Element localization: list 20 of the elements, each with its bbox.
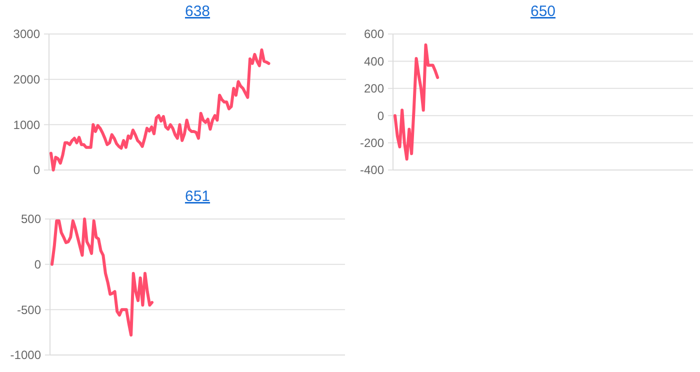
y-tick-label: 600 bbox=[364, 27, 384, 42]
line-series bbox=[394, 43, 440, 161]
chart-title: 651 bbox=[184, 188, 210, 205]
y-tick-label: -400 bbox=[360, 163, 384, 178]
y-tick-label: -200 bbox=[360, 136, 384, 150]
y-tick-label: 200 bbox=[364, 82, 384, 96]
y-tick-label: 0 bbox=[377, 108, 384, 123]
y-tick-label: 0 bbox=[33, 163, 40, 178]
y-tick-label: 400 bbox=[364, 54, 384, 68]
y-tick-label: 3000 bbox=[13, 27, 40, 42]
line-series bbox=[50, 48, 270, 172]
y-tick-label: -1000 bbox=[10, 348, 42, 362]
chart-title: 638 bbox=[184, 3, 210, 20]
chart-title: 650 bbox=[530, 3, 556, 20]
line-series bbox=[50, 218, 154, 337]
y-tick-label: 0 bbox=[34, 258, 42, 272]
y-tick-label: 1000 bbox=[13, 118, 40, 132]
y-tick-label: 2000 bbox=[13, 72, 40, 87]
y-tick-label: -500 bbox=[16, 302, 42, 317]
y-tick-label: 500 bbox=[20, 212, 42, 226]
